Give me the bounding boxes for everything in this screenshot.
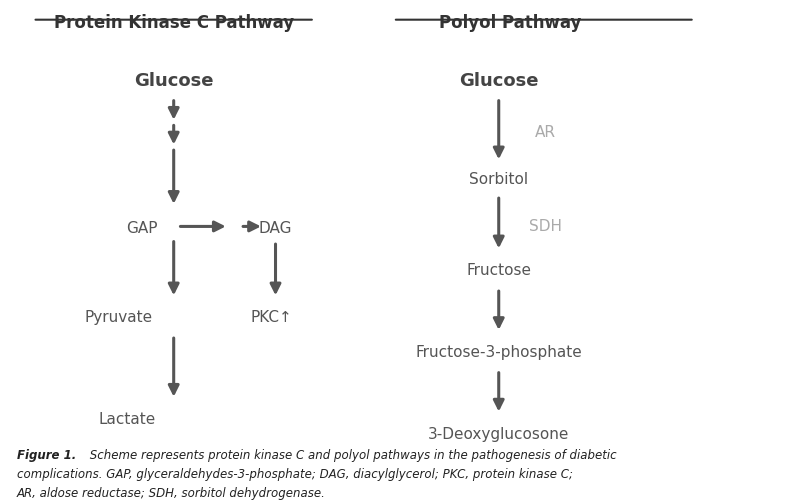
Text: complications. GAP, glyceraldehydes-3-phosphate; DAG, diacylglycerol; PKC, prote: complications. GAP, glyceraldehydes-3-ph… bbox=[17, 468, 573, 481]
Text: Fructose: Fructose bbox=[466, 264, 531, 279]
Text: Sorbitol: Sorbitol bbox=[469, 172, 528, 187]
Text: Glucose: Glucose bbox=[459, 71, 538, 90]
Text: DAG: DAG bbox=[259, 221, 292, 236]
Text: GAP: GAP bbox=[127, 221, 158, 236]
Text: Glucose: Glucose bbox=[134, 71, 214, 90]
Text: AR: AR bbox=[535, 125, 556, 140]
Text: Figure 1.: Figure 1. bbox=[17, 449, 76, 462]
Text: Protein Kinase C Pathway: Protein Kinase C Pathway bbox=[53, 14, 294, 32]
Text: Pyruvate: Pyruvate bbox=[85, 310, 153, 325]
Text: Scheme represents protein kinase C and polyol pathways in the pathogenesis of di: Scheme represents protein kinase C and p… bbox=[86, 449, 616, 462]
Text: Fructose-3-phosphate: Fructose-3-phosphate bbox=[415, 345, 582, 360]
Text: 3-Deoxyglucosone: 3-Deoxyglucosone bbox=[428, 427, 569, 442]
Text: AR, aldose reductase; SDH, sorbitol dehydrogenase.: AR, aldose reductase; SDH, sorbitol dehy… bbox=[17, 486, 326, 499]
Text: SDH: SDH bbox=[529, 219, 562, 234]
Text: Lactate: Lactate bbox=[98, 412, 156, 427]
Text: Polyol Pathway: Polyol Pathway bbox=[439, 14, 582, 32]
Text: PKC↑: PKC↑ bbox=[251, 310, 292, 325]
